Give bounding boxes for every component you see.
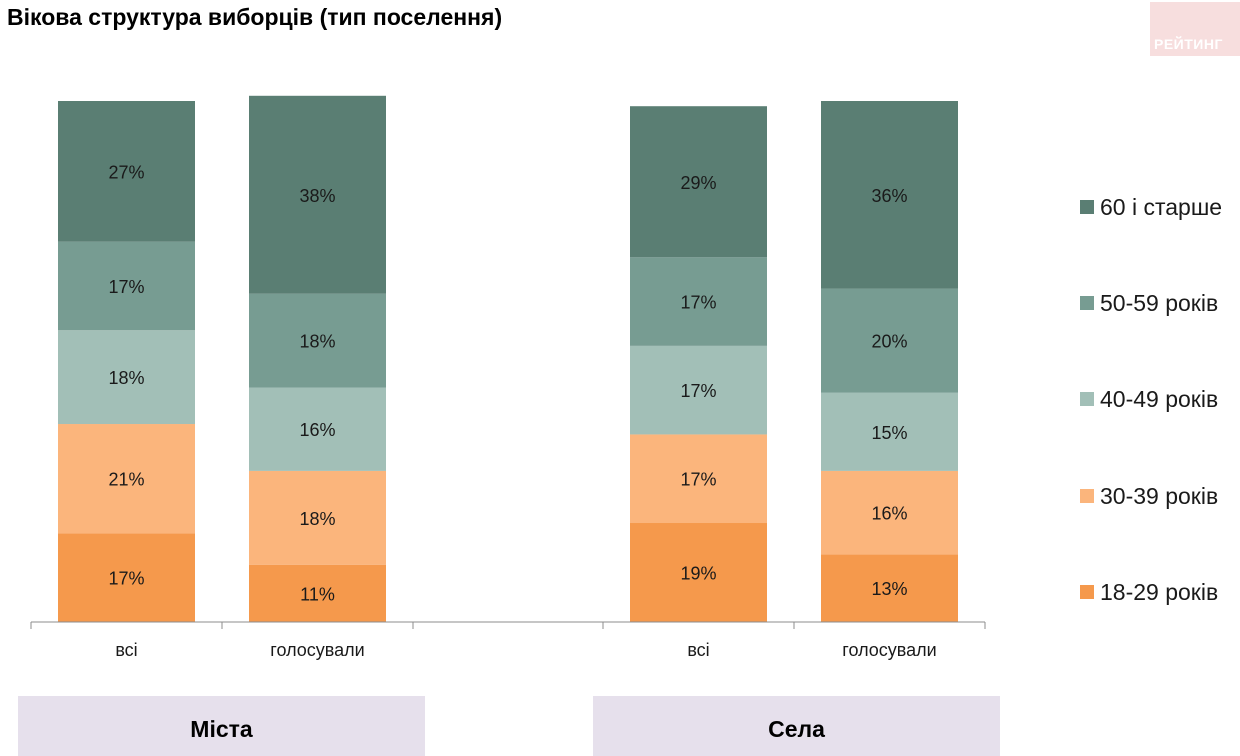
legend-swatch	[1080, 392, 1094, 406]
group-label-villages-text: Села	[768, 715, 825, 742]
bar-segment	[630, 523, 767, 622]
data-label: 16%	[299, 420, 335, 440]
bar-segment	[58, 424, 195, 534]
data-label: 27%	[108, 162, 144, 182]
data-label: 16%	[871, 504, 907, 524]
bar-segment	[58, 241, 195, 331]
bar-segment	[249, 470, 386, 565]
legend-label: 18-29 років	[1100, 579, 1218, 605]
data-label: 17%	[108, 277, 144, 297]
data-label: 36%	[871, 186, 907, 206]
data-label: 13%	[871, 579, 907, 599]
data-label: 18%	[299, 332, 335, 352]
group-label-cities: Міста	[18, 696, 425, 756]
bar-segment	[58, 330, 195, 425]
bar-segment	[630, 257, 767, 346]
data-label: 17%	[680, 293, 716, 313]
category-label: голосували	[270, 640, 364, 660]
bar-segment	[821, 392, 958, 471]
bar-segment	[630, 434, 767, 524]
legend-label: 60 і старше	[1100, 194, 1222, 220]
data-label: 38%	[299, 186, 335, 206]
data-label: 17%	[108, 569, 144, 589]
data-label: 20%	[871, 332, 907, 352]
data-label: 11%	[300, 584, 335, 604]
bar-segment	[249, 95, 386, 294]
legend-swatch	[1080, 489, 1094, 503]
data-label: 19%	[680, 564, 716, 584]
data-label: 18%	[108, 368, 144, 388]
legend-swatch	[1080, 296, 1094, 310]
bar-segment	[630, 345, 767, 435]
legend-label: 30-39 років	[1100, 483, 1218, 509]
bar-segment	[821, 288, 958, 393]
legend-swatch	[1080, 585, 1094, 599]
category-label: голосували	[842, 640, 936, 660]
group-label-villages: Села	[593, 696, 1000, 756]
bar-segment	[821, 554, 958, 622]
data-label: 21%	[108, 470, 144, 490]
brand-logo-text: РЕЙТИНГ	[1154, 36, 1223, 52]
bar-segment	[58, 533, 195, 622]
data-label: 15%	[871, 423, 907, 443]
bar-segment	[249, 293, 386, 388]
bar-segment	[630, 106, 767, 258]
brand-logo: РЕЙТИНГ	[1150, 2, 1240, 56]
legend-label: 50-59 років	[1100, 290, 1218, 316]
data-label: 17%	[680, 381, 716, 401]
bar-segment	[821, 101, 958, 289]
bar-segment	[249, 387, 386, 471]
legend-swatch	[1080, 200, 1094, 214]
legend-label: 40-49 років	[1100, 386, 1218, 412]
category-label: всі	[687, 640, 709, 660]
bar-segment	[821, 470, 958, 555]
data-label: 17%	[680, 470, 716, 490]
data-label: 18%	[299, 509, 335, 529]
bar-segment	[58, 101, 195, 242]
bar-segment	[249, 564, 386, 622]
category-label: всі	[115, 640, 137, 660]
chart-title: Вікова структура виборців (тип поселення…	[7, 4, 503, 30]
group-label-cities-text: Міста	[190, 715, 253, 742]
data-label: 29%	[680, 173, 716, 193]
